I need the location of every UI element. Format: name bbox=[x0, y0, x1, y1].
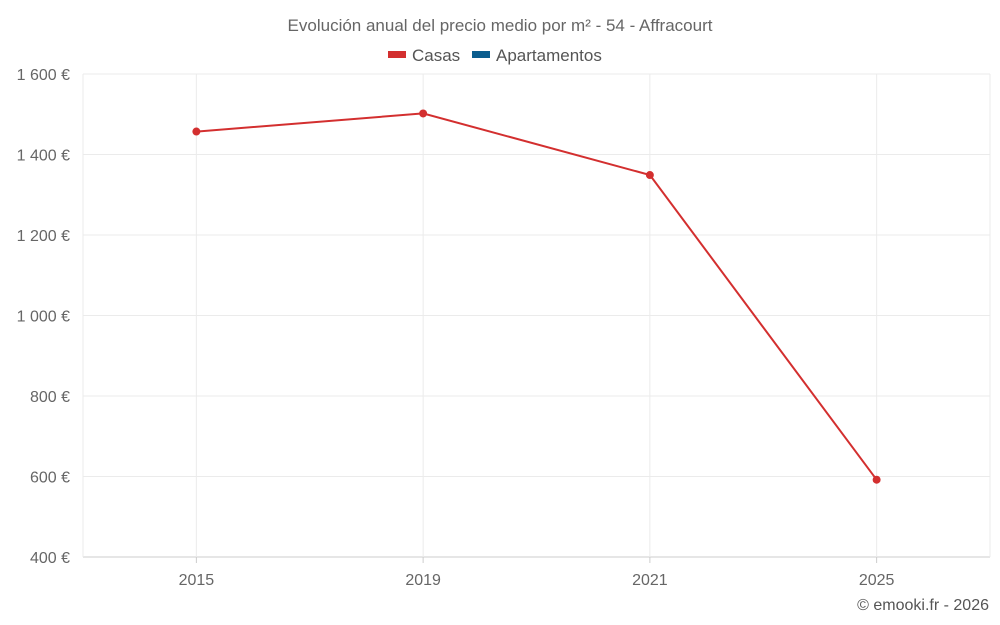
y-tick-label: 1 200 € bbox=[17, 228, 70, 245]
data-point[interactable] bbox=[645, 171, 654, 180]
x-tick-label: 2025 bbox=[859, 572, 895, 589]
chart-title: Evolución anual del precio medio por m² … bbox=[288, 16, 713, 35]
grid bbox=[82, 73, 991, 563]
y-axis-ticks: 400 € 600 € 800 € 1 000 € 1 200 € 1 400 € 1 60… bbox=[17, 67, 70, 567]
legend-swatch-apartamentos bbox=[472, 51, 490, 58]
series-casas bbox=[192, 109, 881, 484]
y-tick-label: 1 400 € bbox=[17, 148, 70, 165]
credit: © emooki.fr - 2026 bbox=[857, 597, 989, 614]
x-tick-label: 2021 bbox=[632, 572, 668, 589]
y-tick-label: 800 € bbox=[30, 389, 70, 406]
x-tick-label: 2015 bbox=[179, 572, 215, 589]
data-point[interactable] bbox=[419, 109, 428, 118]
legend-swatch-casas bbox=[388, 51, 406, 58]
y-tick-label: 400 € bbox=[30, 550, 70, 567]
x-tick-label: 2019 bbox=[405, 572, 441, 589]
series-line-casas bbox=[196, 112, 878, 481]
legend-label-apartamentos[interactable]: Apartamentos bbox=[496, 46, 602, 65]
data-point[interactable] bbox=[192, 127, 201, 136]
x-axis-ticks: 2015 2019 2021 2025 bbox=[179, 572, 895, 589]
y-tick-label: 600 € bbox=[30, 470, 70, 487]
legend: Casas Apartamentos bbox=[388, 46, 602, 65]
legend-label-casas[interactable]: Casas bbox=[412, 46, 460, 65]
y-tick-label: 1 000 € bbox=[17, 309, 70, 326]
data-point[interactable] bbox=[872, 475, 881, 484]
y-tick-label: 1 600 € bbox=[17, 67, 70, 84]
